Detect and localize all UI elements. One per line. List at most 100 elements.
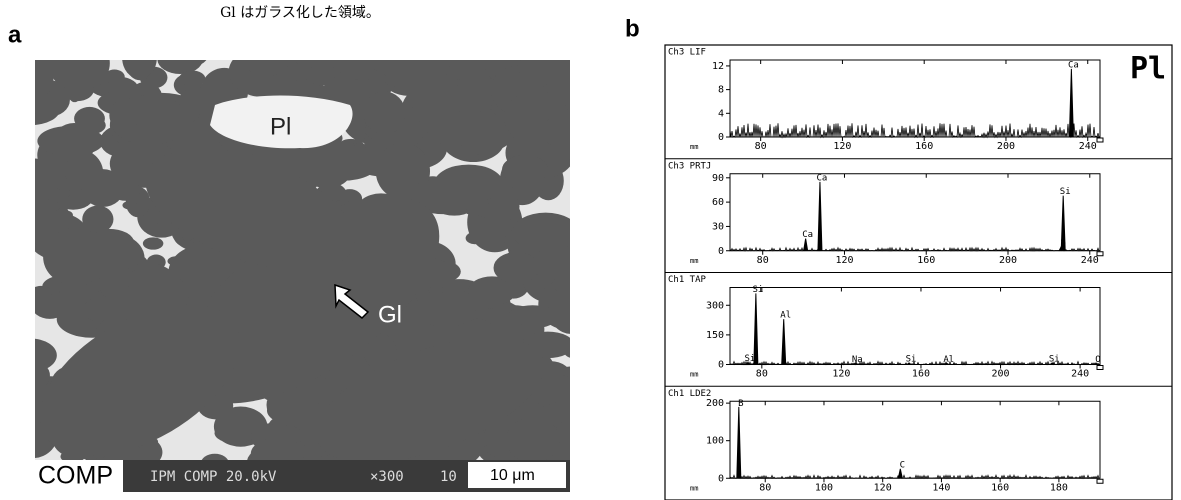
grain xyxy=(501,155,549,185)
grain xyxy=(35,62,54,99)
x-tick-label: 80 xyxy=(759,482,771,493)
x-unit: mm xyxy=(690,143,698,151)
grain xyxy=(122,60,157,79)
grain xyxy=(363,91,406,135)
spectra: Ch3 LIF mm 0 4 8 12 80 120 160 200 240 Ca Ch3 PRTJ mm… xyxy=(665,48,1172,493)
grain xyxy=(157,60,203,74)
grain xyxy=(428,285,444,296)
x-unit: mm xyxy=(690,257,698,265)
x-unit: mm xyxy=(690,484,698,492)
grain xyxy=(449,108,490,148)
grain xyxy=(35,285,52,300)
grain xyxy=(363,333,397,370)
x-tick-label: 80 xyxy=(756,369,768,380)
x-tick-label: 160 xyxy=(991,482,1009,493)
y-tick-label: 4 xyxy=(718,108,724,119)
x-tick-label: 160 xyxy=(917,255,935,266)
peak xyxy=(1093,362,1099,365)
side-label: Pl xyxy=(1130,52,1166,87)
panel-label: a xyxy=(8,21,22,48)
grain xyxy=(170,60,207,67)
grain xyxy=(178,87,219,115)
peak xyxy=(944,362,950,365)
peak-label: C xyxy=(900,460,905,470)
grain xyxy=(214,423,256,444)
pl-region xyxy=(210,95,353,149)
x-tick-label: 240 xyxy=(1081,255,1099,266)
grain xyxy=(60,282,94,305)
grain xyxy=(550,448,570,460)
spectrum-title: Ch3 PRTJ xyxy=(668,161,711,171)
spectrum-title: Ch3 LIF xyxy=(668,48,706,58)
x-tick-label: 200 xyxy=(997,141,1015,152)
grain xyxy=(305,60,340,70)
grain xyxy=(104,69,125,85)
peak xyxy=(781,319,787,365)
peak xyxy=(753,293,759,365)
peak-label: Al xyxy=(780,311,791,321)
peak-label: Ca xyxy=(817,173,828,183)
grain xyxy=(98,83,111,93)
grain xyxy=(532,378,560,400)
x-tick-label: 160 xyxy=(915,141,933,152)
footer-mode: COMP xyxy=(38,462,113,490)
y-tick-label: 0 xyxy=(718,473,724,484)
grain xyxy=(122,201,138,210)
peak-label: Si xyxy=(1060,187,1071,197)
grain xyxy=(82,205,114,233)
grain xyxy=(250,437,305,460)
x-tick-label: 120 xyxy=(833,141,851,152)
peak xyxy=(745,361,751,365)
grain xyxy=(340,79,367,107)
plot-frame xyxy=(729,400,1101,479)
grain xyxy=(179,70,206,87)
x-tick-label: 200 xyxy=(999,255,1017,266)
grain xyxy=(35,361,50,390)
grain xyxy=(309,144,380,181)
spectrum-title: Ch1 TAP xyxy=(668,275,707,285)
grain xyxy=(441,60,481,80)
grain xyxy=(43,228,108,286)
grain xyxy=(560,366,570,377)
scale-box xyxy=(468,462,566,488)
grain xyxy=(47,188,63,204)
x-tick-label: 160 xyxy=(912,369,930,380)
grain xyxy=(65,308,89,326)
grain xyxy=(74,106,105,131)
peak xyxy=(906,362,912,365)
peak xyxy=(897,468,903,479)
grain xyxy=(506,417,560,460)
y-tick-label: 100 xyxy=(706,436,724,447)
peak-label: Al xyxy=(943,355,954,365)
grain xyxy=(430,292,453,306)
grain xyxy=(315,337,545,460)
peak-label: Si xyxy=(752,285,763,295)
scale-label: 10 μm xyxy=(490,467,535,484)
grain xyxy=(512,212,570,252)
x-tick-label: 120 xyxy=(835,255,853,266)
peak xyxy=(803,238,809,251)
noise xyxy=(729,473,1100,480)
grain xyxy=(468,276,516,306)
noise xyxy=(729,123,1100,139)
grain xyxy=(55,210,73,221)
grain xyxy=(465,231,485,245)
spectrum-title: Ch1 LDE2 xyxy=(668,389,711,399)
arrow xyxy=(334,283,370,319)
x-tick-label: 120 xyxy=(874,482,892,493)
grain xyxy=(81,169,125,207)
end-marker xyxy=(1096,478,1104,484)
y-tick-label: 0 xyxy=(718,360,724,371)
grain xyxy=(47,60,110,91)
x-unit: mm xyxy=(690,371,698,379)
grain xyxy=(245,60,286,78)
peak-label: Si xyxy=(744,354,755,364)
grain xyxy=(552,273,570,295)
x-tick-label: 200 xyxy=(992,369,1010,380)
peak-label: Ca xyxy=(802,230,813,240)
end-marker xyxy=(1096,137,1104,143)
x-tick-label: 80 xyxy=(755,141,767,152)
grain xyxy=(37,125,105,157)
peak xyxy=(1068,68,1074,138)
x-tick-label: 140 xyxy=(932,482,950,493)
